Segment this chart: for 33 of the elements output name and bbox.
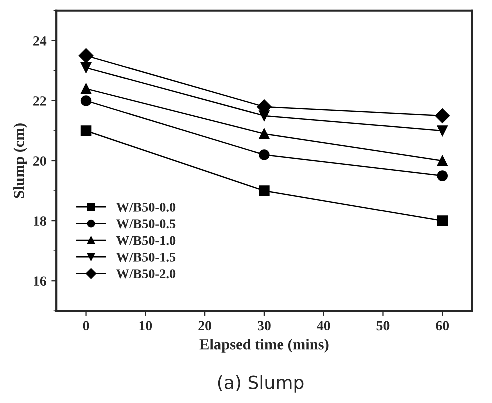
y-tick-label: 24 — [34, 36, 47, 46]
x-tick-label: 20 — [198, 321, 212, 331]
legend-label: W/B50-1.5 — [116, 252, 176, 262]
point — [78, 48, 94, 64]
legend-label: W/B50-2.0 — [116, 270, 176, 279]
point — [259, 150, 270, 160]
y-tick-label: 16 — [34, 276, 46, 286]
x-tick-label: 10 — [140, 321, 152, 331]
point — [80, 84, 92, 94]
point — [80, 96, 92, 106]
point — [437, 216, 448, 226]
y-tick-label: 18 — [34, 216, 46, 226]
x-tick-label: 30 — [258, 321, 271, 331]
point — [259, 186, 270, 196]
point — [80, 62, 92, 74]
point — [259, 128, 270, 140]
point — [435, 108, 450, 124]
point — [437, 170, 448, 182]
x-axis-title: Elapsed time (mins) — [200, 338, 329, 353]
legend-label: W/B50-0.0 — [116, 202, 176, 212]
legend-label: W/B50-0.5 — [116, 220, 176, 229]
x-tick-label: 0 — [83, 321, 90, 331]
x-tick-label: 50 — [376, 321, 390, 331]
text: (a) Slump — [218, 375, 304, 393]
y-axis-title: Slump (cm) — [14, 124, 28, 198]
y-tick-label: 20 — [34, 156, 46, 166]
point — [437, 126, 448, 136]
legend-label: W/B50-1.0 — [116, 236, 176, 246]
y-tick-label: 22 — [34, 96, 46, 106]
point — [80, 126, 92, 136]
x-tick-label: 60 — [436, 321, 450, 331]
x-tick-label: 40 — [317, 321, 330, 331]
point — [437, 156, 448, 166]
